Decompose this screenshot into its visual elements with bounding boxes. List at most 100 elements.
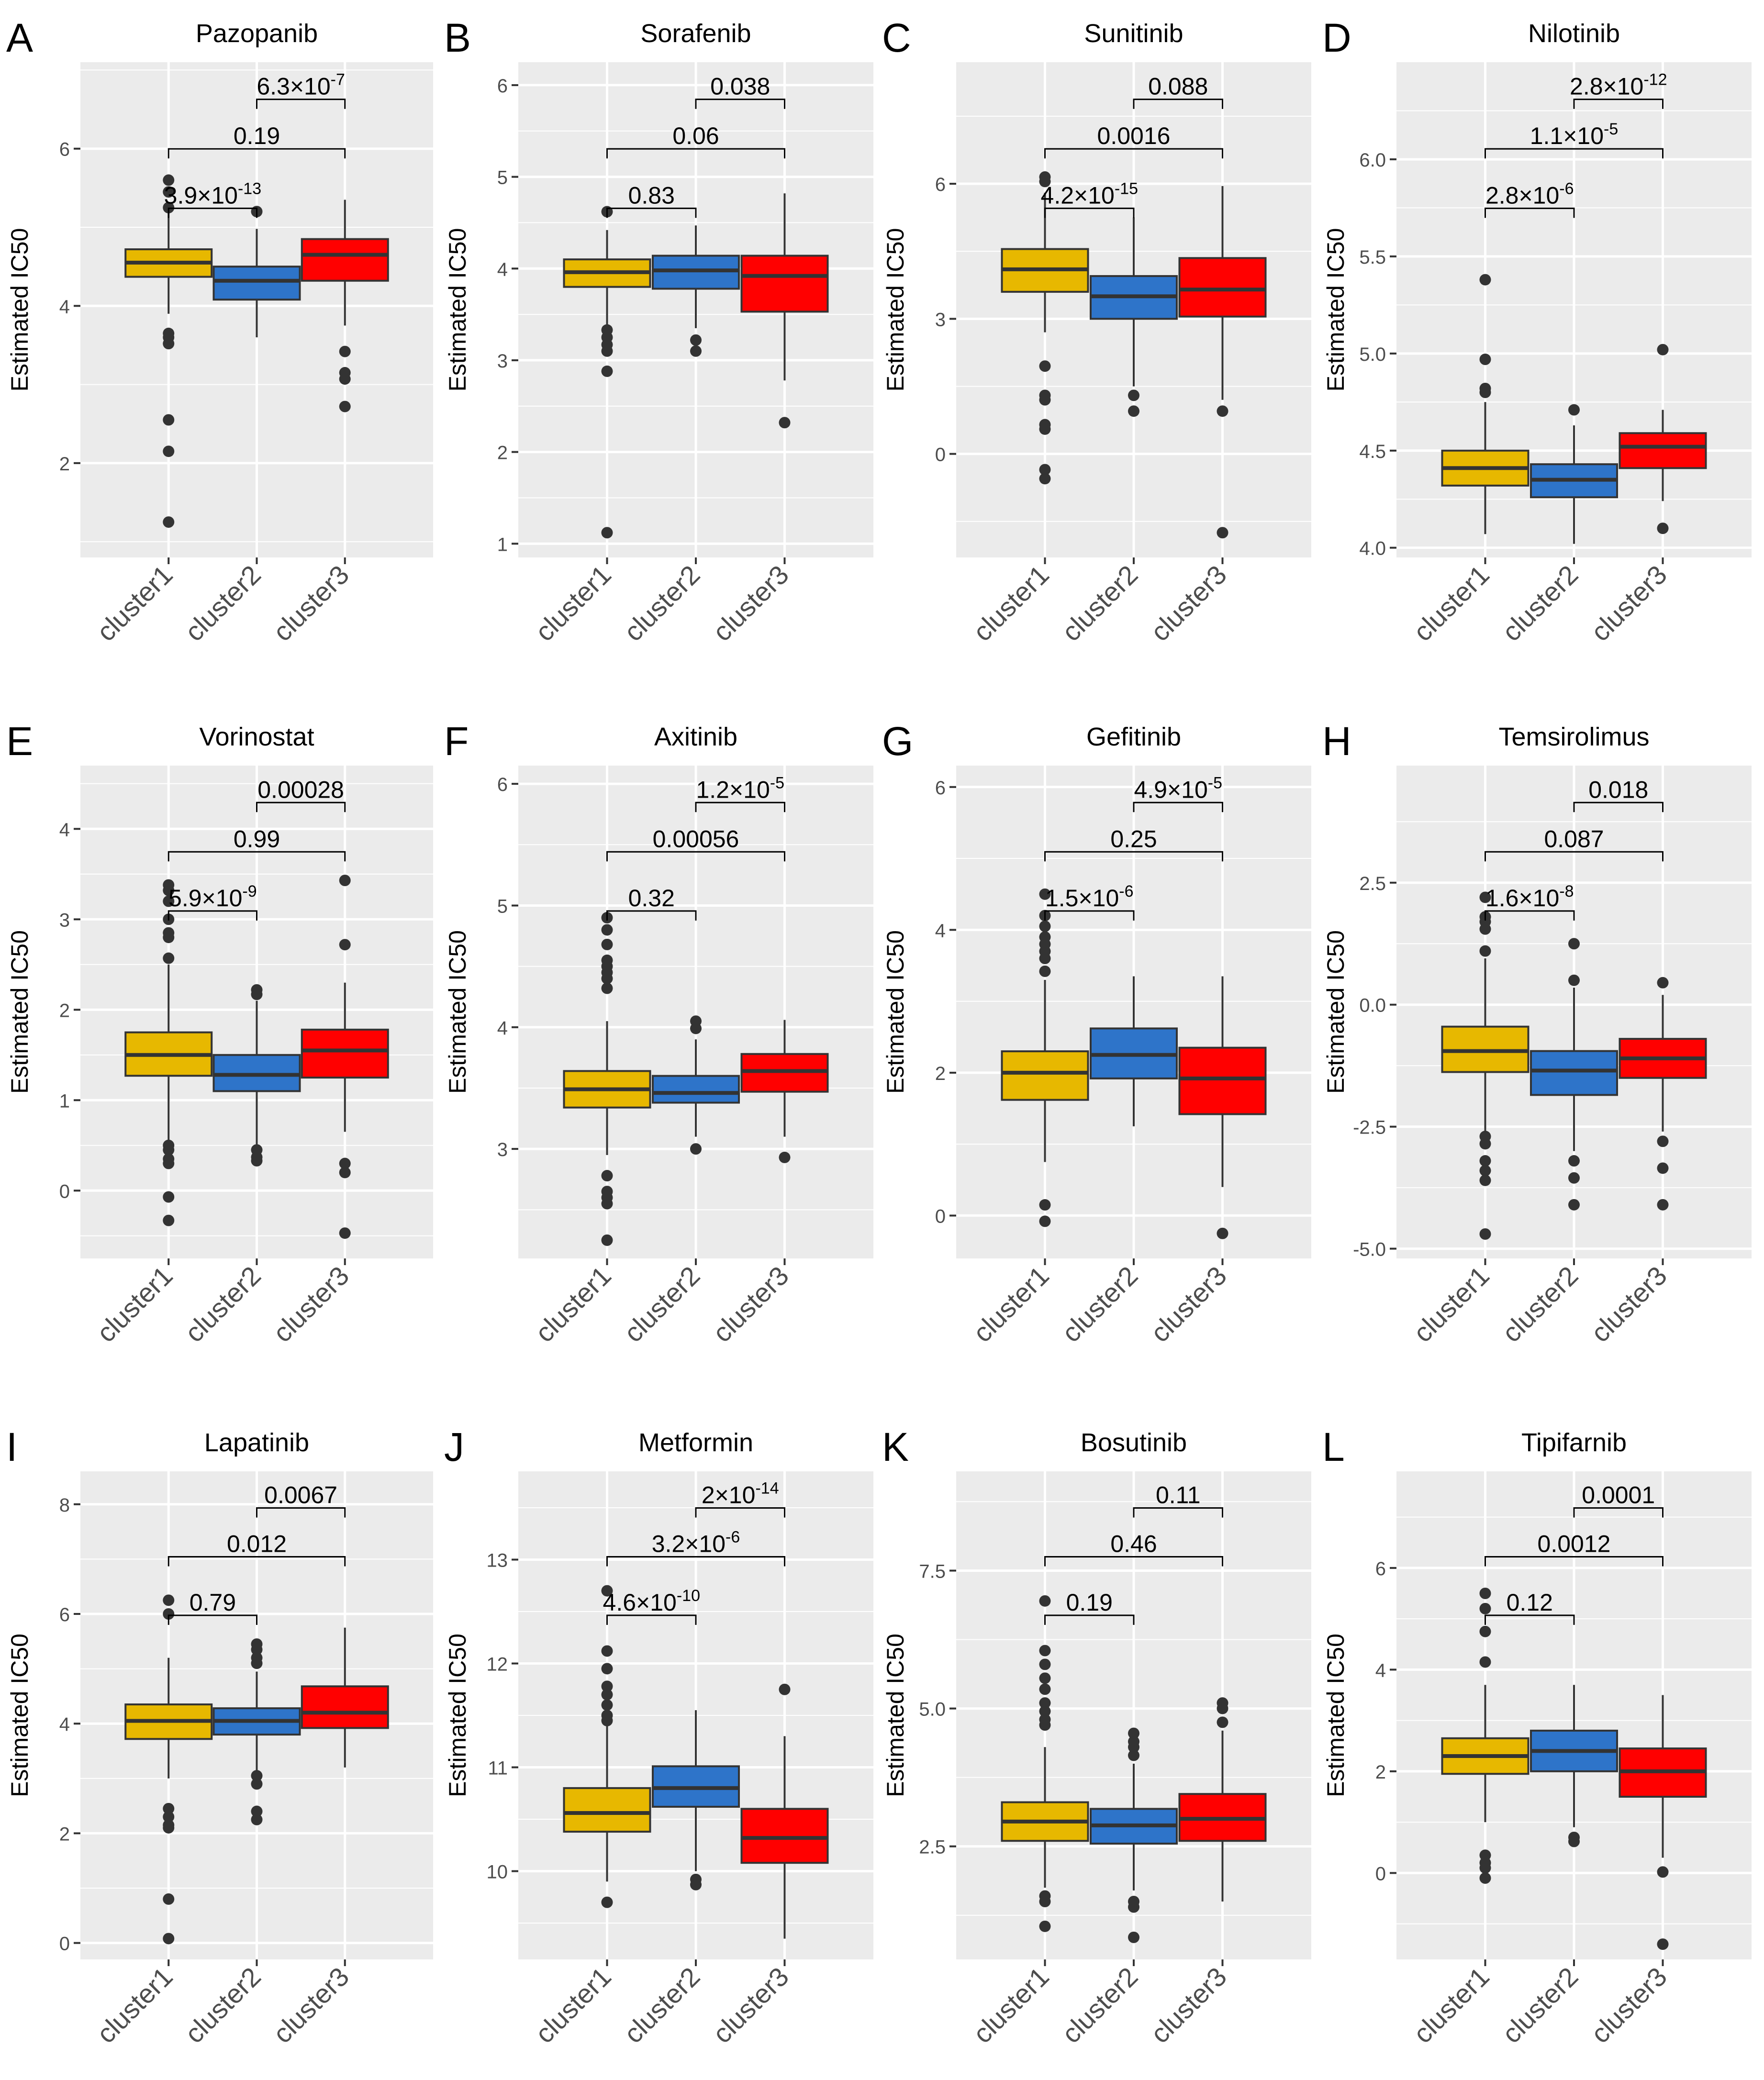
comparison-bracket: 6.3×10-7 xyxy=(256,71,346,109)
iqr-box xyxy=(563,1787,651,1833)
outlier-point xyxy=(1479,1625,1491,1637)
outlier-point xyxy=(163,1191,175,1203)
y-tick-label: 2 xyxy=(59,454,70,475)
y-tick-label: 6 xyxy=(59,139,70,160)
comparison-bracket: 5.9×10-9 xyxy=(167,882,257,921)
p-value-label: 3.9×10-13 xyxy=(164,179,261,209)
outlier-point xyxy=(339,939,351,951)
bracket-line xyxy=(1573,801,1664,812)
outlier-point xyxy=(163,445,175,457)
panel-letter: F xyxy=(444,719,469,764)
p-value-label: 0.19 xyxy=(234,122,280,149)
iqr-box xyxy=(1619,432,1707,469)
outlier-point xyxy=(1128,1931,1139,1943)
x-tick-label: cluster1 xyxy=(1407,1961,1495,2049)
box-cluster1 xyxy=(1441,891,1530,1240)
panel-title: Pazopanib xyxy=(196,19,318,48)
bracket-line xyxy=(1044,148,1223,159)
y-tick-label: 1 xyxy=(59,1090,70,1112)
comparison-bracket: 1.6×10-8 xyxy=(1485,882,1575,921)
outlier-point xyxy=(1217,527,1228,539)
outlier-point xyxy=(1128,1901,1139,1913)
x-tick-label: cluster3 xyxy=(707,1260,794,1348)
outlier-point xyxy=(1128,1741,1139,1753)
box-cluster3 xyxy=(1619,977,1707,1211)
comparison-bracket: 0.25 xyxy=(1044,825,1223,862)
x-tick-label: cluster1 xyxy=(967,1260,1055,1348)
panel-letter: B xyxy=(444,15,471,60)
comparison-bracket: 3.9×10-13 xyxy=(164,179,261,218)
panel-letter: K xyxy=(882,1424,909,1469)
y-tick-label: 2.5 xyxy=(919,1837,946,1858)
comparison-bracket: 0.088 xyxy=(1133,73,1223,109)
outlier-point xyxy=(601,345,613,357)
bracket-line xyxy=(606,1614,697,1625)
x-tick-label: cluster2 xyxy=(618,1260,705,1348)
outlier-point xyxy=(1217,1716,1228,1728)
outlier-point xyxy=(1657,1162,1669,1174)
outlier-point xyxy=(1479,387,1491,398)
box-cluster2 xyxy=(652,1015,740,1155)
outlier-point xyxy=(163,1822,175,1834)
bracket-line xyxy=(1485,1556,1664,1567)
panel-title: Temsirolimus xyxy=(1498,723,1649,751)
outlier-point xyxy=(163,932,175,944)
comparison-bracket: 1.1×10-5 xyxy=(1485,120,1664,159)
outlier-point xyxy=(690,334,702,346)
p-value-label: 6.3×10-7 xyxy=(257,71,345,100)
y-tick-label: 6 xyxy=(59,1604,70,1625)
p-value-label: 1.2×10-5 xyxy=(696,774,784,803)
outlier-point xyxy=(601,1234,613,1246)
y-tick-label: 11 xyxy=(488,1758,508,1779)
outlier-point xyxy=(601,1170,613,1182)
outlier-point xyxy=(339,345,351,357)
panel-letter: D xyxy=(1322,15,1351,60)
box-cluster1 xyxy=(1001,1595,1089,1932)
outlier-point xyxy=(1039,394,1051,406)
bracket-line xyxy=(167,148,346,159)
comparison-bracket: 1.5×10-6 xyxy=(1044,882,1135,921)
p-value-label: 2×10-14 xyxy=(702,1479,779,1509)
bracket-line xyxy=(606,148,785,159)
y-tick-label: 6.0 xyxy=(1359,150,1386,171)
panel-letter: C xyxy=(882,15,911,60)
y-tick-label: 4.0 xyxy=(1359,538,1386,559)
outlier-point xyxy=(1657,1199,1669,1211)
box-cluster3 xyxy=(1619,1695,1707,1950)
y-tick-label: 1 xyxy=(497,534,508,555)
x-tick-label: cluster1 xyxy=(91,559,179,647)
y-tick-label: 4 xyxy=(935,920,946,941)
outlier-point xyxy=(339,875,351,887)
comparison-bracket: 2.8×10-6 xyxy=(1485,179,1575,218)
comparison-bracket: 0.012 xyxy=(167,1531,346,1567)
bracket-line xyxy=(256,99,346,109)
outlier-point xyxy=(1039,1697,1051,1709)
x-tick-label: cluster2 xyxy=(1056,1260,1143,1348)
y-tick-label: 0 xyxy=(59,1181,70,1202)
p-value-label: 0.19 xyxy=(1066,1589,1113,1616)
outlier-point xyxy=(1657,344,1669,356)
box-cluster2 xyxy=(1530,1685,1618,1847)
panel-h: H Temsirolimus -5.0 -2.5 0.0 2.5 Estimated IC5… xyxy=(1322,719,1752,1348)
bracket-line xyxy=(1044,207,1135,218)
comparison-bracket: 0.06 xyxy=(606,122,785,159)
bracket-line xyxy=(1133,801,1223,812)
outlier-point xyxy=(163,516,175,528)
p-value-label: 2.8×10-6 xyxy=(1485,179,1574,209)
outlier-point xyxy=(1568,938,1580,950)
y-tick-label: 4 xyxy=(59,1714,70,1735)
iqr-box xyxy=(1001,1050,1089,1101)
comparison-bracket: 2.8×10-12 xyxy=(1570,71,1667,109)
outlier-point xyxy=(1479,1174,1491,1186)
y-tick-label: 5 xyxy=(497,896,508,917)
box-cluster3 xyxy=(301,1627,389,1768)
outlier-point xyxy=(601,1689,613,1701)
outlier-point xyxy=(1039,888,1051,900)
x-tick-label: cluster3 xyxy=(707,1961,794,2049)
bracket-line xyxy=(606,851,785,862)
box-cluster2 xyxy=(212,206,301,337)
y-tick-label: 6 xyxy=(935,778,946,799)
x-tick-label: cluster3 xyxy=(707,559,794,647)
y-tick-label: 4 xyxy=(497,259,508,280)
panel-letter: L xyxy=(1322,1424,1345,1469)
